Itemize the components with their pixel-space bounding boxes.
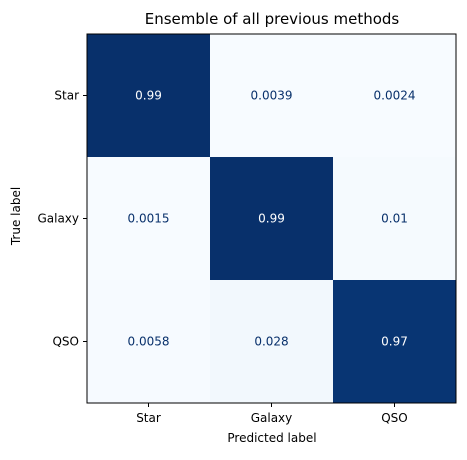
chart-title: Ensemble of all previous methods: [145, 10, 400, 28]
cell-value-label-1-2: 0.01: [381, 212, 408, 226]
heatmap-cell-1-1: [210, 157, 334, 281]
heatmap-cell-0-0: [87, 34, 211, 158]
y-axis-label: True label: [9, 187, 23, 246]
cell-value-label-2-0: 0.0058: [128, 335, 170, 349]
heatmap-cell-2-0: [87, 280, 211, 404]
heatmap-cell-1-2: [333, 157, 457, 281]
y-tick-label-0: Star: [54, 89, 79, 103]
heatmap-cells: [87, 34, 457, 404]
heatmap-cell-0-2: [333, 34, 457, 158]
heatmap-cell-1-0: [87, 157, 211, 281]
x-axis-ticks: Star Galaxy QSO: [136, 403, 408, 425]
x-tick-label-0: Star: [136, 411, 161, 425]
cell-value-label-0-1: 0.0039: [251, 89, 293, 103]
x-tick-label-1: Galaxy: [251, 411, 293, 425]
cell-value-label-1-0: 0.0015: [128, 212, 170, 226]
heatmap-cell-labels: 0.99 0.0039 0.0024 0.0015 0.99 0.01 0.0058 0.02…: [128, 89, 416, 349]
x-tick-label-2: QSO: [381, 411, 408, 425]
x-axis-label: Predicted label: [227, 431, 316, 445]
cell-value-label-2-1: 0.028: [254, 335, 288, 349]
heatmap-cell-2-1: [210, 280, 334, 404]
cell-value-label-2-2: 0.97: [381, 335, 408, 349]
cell-value-label-1-1: 0.99: [258, 212, 285, 226]
cell-value-label-0-0: 0.99: [135, 89, 162, 103]
cell-value-label-0-2: 0.0024: [374, 89, 416, 103]
y-tick-label-1: Galaxy: [37, 212, 79, 226]
y-tick-label-2: QSO: [52, 335, 79, 349]
heatmap-cell-2-2: [333, 280, 457, 404]
y-axis-ticks: Star Galaxy QSO: [37, 89, 87, 349]
heatmap-cell-0-1: [210, 34, 334, 158]
